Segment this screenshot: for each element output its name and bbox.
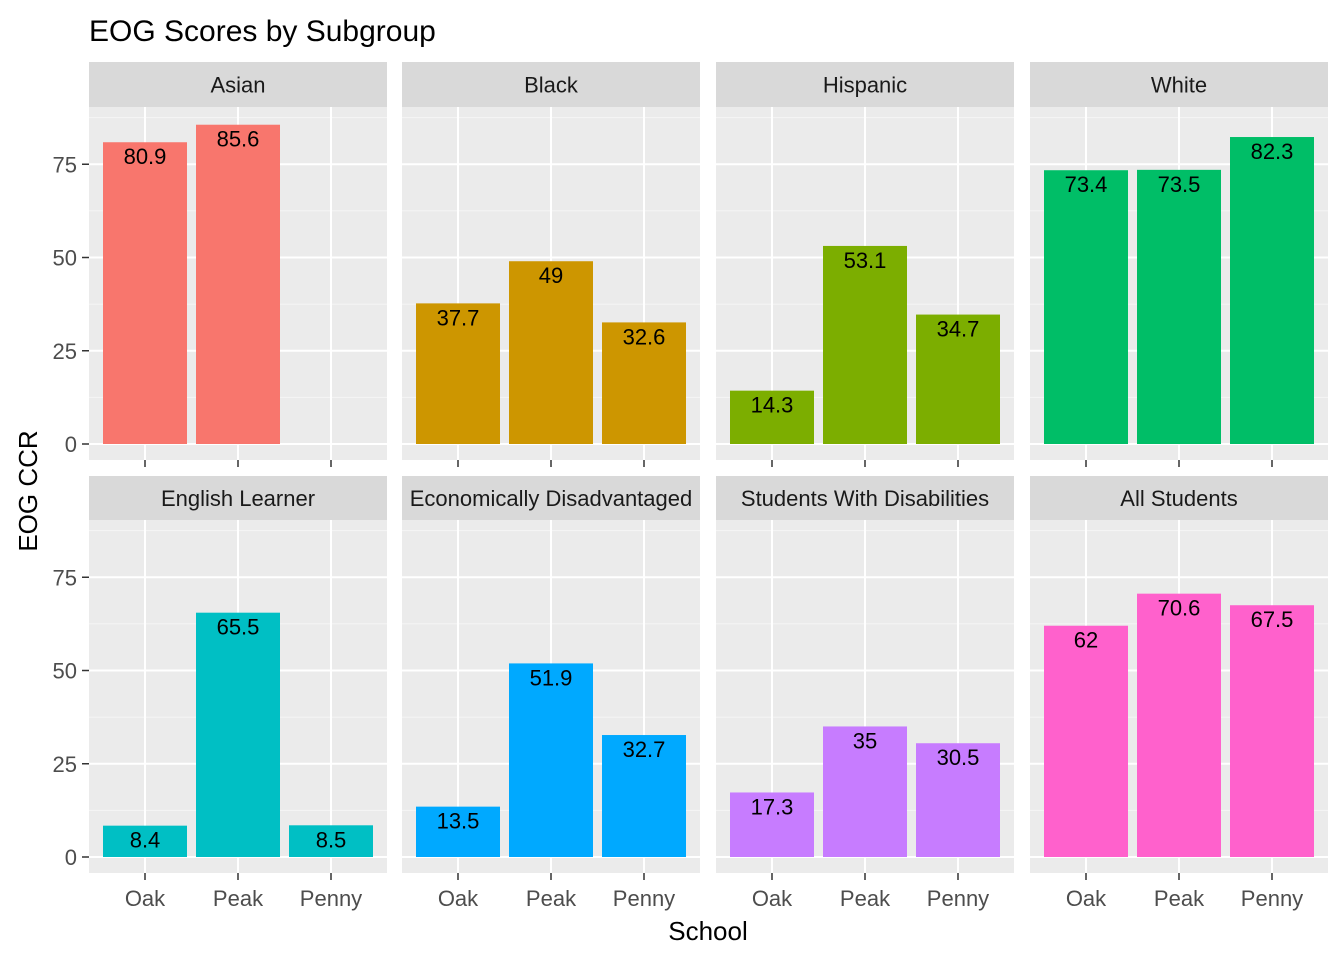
facet-strip-label: White: [1151, 73, 1207, 98]
facet-panel: Hispanic 14.3 53.1 34.7: [716, 62, 1014, 467]
bar-value-label: 80.9: [124, 144, 167, 169]
facet-panel: Asian 80.9 85.6 0 25 50 75: [53, 62, 387, 467]
bar: [196, 124, 280, 444]
facet-strip-label: All Students: [1120, 486, 1237, 511]
facet-panel: Economically Disadvantaged 13.5 51.9 32.7 Oa…: [402, 476, 700, 911]
bar-value-label: 49: [539, 263, 563, 288]
bar: [509, 261, 593, 444]
facet-strip-label: Asian: [210, 73, 265, 98]
bar: [602, 735, 686, 857]
bar-value-label: 14.3: [751, 393, 794, 418]
facet-strip: [89, 62, 387, 107]
x-tick-label: Peak: [213, 886, 264, 911]
x-tick-label: Peak: [840, 886, 891, 911]
facet-strip: [716, 62, 1014, 107]
facet-strip-label: English Learner: [161, 486, 315, 511]
facet-strip: [89, 476, 387, 520]
facet-strip-label: Students With Disabilities: [741, 486, 989, 511]
y-tick-label: 75: [53, 152, 77, 177]
bar-value-label: 65.5: [217, 615, 260, 640]
y-tick-label: 75: [53, 565, 77, 590]
bar: [1230, 137, 1314, 444]
x-tick-label: Penny: [300, 886, 362, 911]
y-tick-label: 0: [65, 432, 77, 457]
bar-value-label: 70.6: [1158, 596, 1201, 621]
x-tick-label: Penny: [1241, 886, 1303, 911]
bar-value-label: 30.5: [937, 745, 980, 770]
x-axis-title: School: [668, 916, 748, 946]
facet-panel: Black 37.7 49 32.6: [402, 62, 700, 467]
bar: [196, 612, 280, 857]
bar: [730, 792, 814, 857]
facet-strip: [402, 476, 700, 520]
facet-panel: All Students 62 70.6 67.5 Oak Peak Penny: [1030, 476, 1328, 911]
bar-value-label: 35: [853, 728, 877, 753]
x-tick-label: Oak: [1066, 886, 1107, 911]
facet-strip: [1030, 62, 1328, 107]
bar-value-label: 32.6: [623, 324, 666, 349]
bar: [730, 390, 814, 444]
facet-strip-label: Hispanic: [823, 73, 907, 98]
bar: [416, 303, 500, 444]
bar-value-label: 13.5: [437, 809, 480, 834]
facet-strip-label: Economically Disadvantaged: [410, 486, 693, 511]
bar-value-label: 73.4: [1065, 172, 1108, 197]
bar: [823, 245, 907, 444]
bar: [602, 322, 686, 444]
bar: [103, 825, 187, 857]
bar: [103, 142, 187, 445]
bar: [509, 663, 593, 857]
facet-strip: [402, 62, 700, 107]
bar: [823, 726, 907, 857]
panels: Asian 80.9 85.6 0 25 50 75 Black 37.7 49 32.6 Hispa…: [53, 62, 1328, 911]
bar-value-label: 8.4: [130, 828, 161, 853]
y-tick-label: 50: [53, 246, 77, 271]
x-tick-label: Peak: [526, 886, 577, 911]
bar-value-label: 73.5: [1158, 172, 1201, 197]
bar-value-label: 37.7: [437, 305, 480, 330]
y-tick-label: 25: [53, 339, 77, 364]
bar: [416, 806, 500, 857]
y-tick-label: 25: [53, 752, 77, 777]
facet-strip: [716, 476, 1014, 520]
bar-value-label: 67.5: [1251, 607, 1294, 632]
bar: [916, 314, 1000, 444]
bar: [916, 743, 1000, 857]
bar-value-label: 17.3: [751, 794, 794, 819]
x-tick-label: Oak: [752, 886, 793, 911]
bar-value-label: 51.9: [530, 665, 573, 690]
bar-value-label: 53.1: [844, 248, 887, 273]
facet-panel: English Learner 8.4 65.5 8.5 0 25 50 75 Oak Peak P…: [53, 476, 387, 911]
bar: [289, 825, 373, 857]
bar: [1044, 170, 1128, 444]
bar-value-label: 82.3: [1251, 139, 1294, 164]
bar-value-label: 62: [1074, 628, 1098, 653]
bar: [1044, 625, 1128, 857]
chart-title: EOG Scores by Subgroup: [89, 15, 436, 48]
x-tick-label: Penny: [613, 886, 675, 911]
x-tick-label: Oak: [125, 886, 166, 911]
facet-strip: [1030, 476, 1328, 520]
bar-value-label: 32.7: [623, 737, 666, 762]
x-tick-label: Oak: [438, 886, 479, 911]
bar: [1137, 169, 1221, 444]
y-tick-label: 0: [65, 845, 77, 870]
facet-strip-label: Black: [524, 73, 579, 98]
facet-panel: Students With Disabilities 17.3 35 30.5 Oak P…: [716, 476, 1014, 911]
y-axis-title: EOG CCR: [13, 430, 43, 551]
bar-value-label: 85.6: [217, 127, 260, 152]
bar-value-label: 8.5: [316, 827, 347, 852]
x-tick-label: Peak: [1154, 886, 1205, 911]
facet-panel: White 73.4 73.5 82.3: [1030, 62, 1328, 467]
bar: [1230, 605, 1314, 857]
y-tick-label: 50: [53, 659, 77, 684]
x-tick-label: Penny: [927, 886, 989, 911]
bar: [1137, 593, 1221, 857]
bar-value-label: 34.7: [937, 317, 980, 342]
